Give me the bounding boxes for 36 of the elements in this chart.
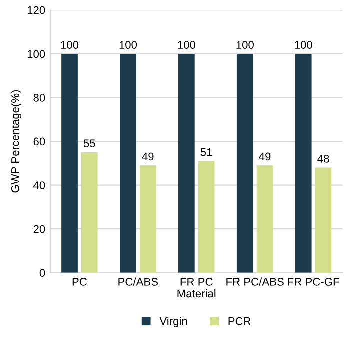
- y-tick-label: 20: [34, 225, 46, 234]
- y-tick-label: 40: [33, 182, 46, 190]
- bar: [81, 152, 98, 273]
- x-tick-label: FR PC/ABS: [226, 278, 284, 286]
- data-label: 49: [259, 152, 271, 161]
- x-tick-label: FR PC: [180, 278, 213, 286]
- data-label: 55: [84, 140, 96, 148]
- bar: [236, 54, 254, 273]
- bar: [120, 54, 136, 273]
- bar: [256, 166, 274, 273]
- data-label: 100: [236, 41, 254, 49]
- data-label: 100: [120, 41, 138, 49]
- y-tick-label: 80: [34, 94, 46, 102]
- x-axis-title: Material: [178, 290, 216, 298]
- data-label: 100: [295, 41, 312, 49]
- x-tick-label: PC: [72, 278, 87, 286]
- y-axis-title: GWP Percentage(%): [11, 90, 22, 193]
- x-tick-label: PC/ABS: [118, 278, 158, 286]
- data-label: 48: [318, 154, 330, 163]
- bar: [198, 161, 215, 273]
- bar: [140, 166, 156, 273]
- y-tick-label: 60: [34, 138, 46, 146]
- bar: [295, 54, 312, 273]
- data-label: 49: [142, 152, 154, 161]
- y-tick-label: 120: [28, 6, 46, 14]
- bar: [178, 54, 195, 273]
- data-label: 51: [200, 148, 212, 156]
- bar: [62, 54, 78, 273]
- data-label: 100: [61, 41, 79, 49]
- bar: [315, 168, 332, 273]
- y-tick-label: 0: [40, 269, 46, 278]
- data-label: 100: [178, 41, 196, 49]
- legend-label: Virgin: [160, 317, 188, 328]
- y-tick-label: 100: [28, 50, 46, 58]
- legend-label: PCR: [228, 317, 251, 326]
- x-tick-label: FR PC-GF: [288, 278, 340, 286]
